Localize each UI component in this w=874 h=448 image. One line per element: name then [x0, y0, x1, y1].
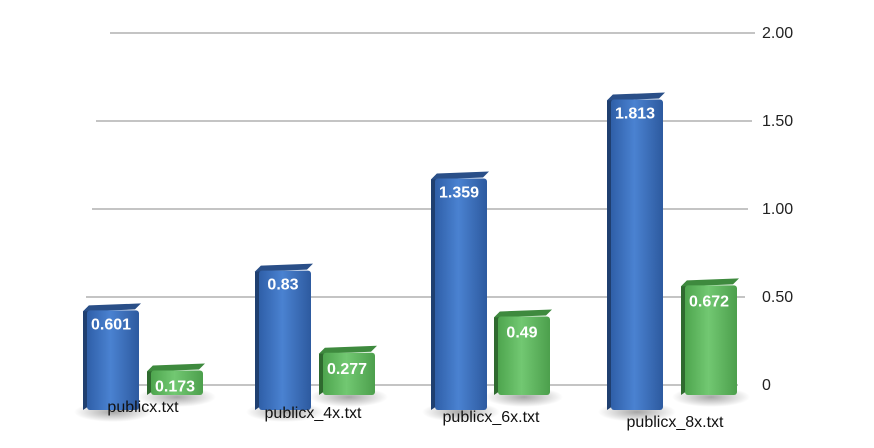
data-label: 0.277: [327, 361, 367, 378]
bar-series-2: [498, 316, 550, 395]
bar-series-2: [323, 352, 375, 395]
bar-top: [607, 92, 665, 101]
y-tick-label: 1.50: [762, 113, 793, 130]
bars-layer: [83, 92, 739, 411]
bar-top: [431, 171, 489, 180]
data-label: 0.83: [267, 277, 298, 294]
bar-series-2: [151, 370, 203, 395]
bar-top: [494, 309, 552, 318]
data-label: 0.601: [91, 316, 131, 333]
data-label: 0.49: [506, 324, 537, 341]
x-tick-label: publicx_6x.txt: [443, 409, 540, 426]
y-tick-label: 0: [762, 377, 771, 394]
data-label: 0.672: [689, 293, 729, 310]
bar-top: [147, 363, 205, 372]
bar-series-2: [685, 285, 737, 395]
bar-top: [255, 263, 313, 272]
x-tick-label: publicx.txt: [107, 399, 179, 416]
bar-series-1: [611, 99, 663, 411]
bar-series-1: [259, 270, 311, 410]
data-label: 1.813: [615, 106, 655, 123]
bar-top: [83, 303, 141, 312]
labels-layer: 0 0.50 1.00 1.50 2.00 0.601 0.173 publicx.txt 0.…: [91, 25, 793, 431]
bar-top: [319, 345, 377, 354]
data-label: 1.359: [439, 185, 479, 202]
x-tick-label: publicx_8x.txt: [627, 414, 724, 431]
y-tick-label: 0.50: [762, 289, 793, 306]
bar-top: [681, 278, 739, 287]
y-tick-label: 2.00: [762, 25, 793, 42]
x-tick-label: publicx_4x.txt: [265, 405, 362, 422]
y-tick-label: 1.00: [762, 201, 793, 218]
bar-series-1: [435, 178, 487, 410]
data-label: 0.173: [155, 379, 195, 396]
bar-series-1: [87, 310, 139, 410]
